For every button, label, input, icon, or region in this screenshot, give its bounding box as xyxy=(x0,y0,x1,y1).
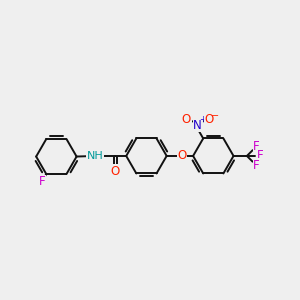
Text: N: N xyxy=(193,119,202,132)
Text: O: O xyxy=(178,149,187,162)
Text: F: F xyxy=(257,149,264,162)
Text: F: F xyxy=(253,159,260,172)
Text: O: O xyxy=(182,113,191,126)
Text: +: + xyxy=(200,116,206,124)
Text: F: F xyxy=(38,176,45,188)
Text: F: F xyxy=(253,140,260,153)
Text: O: O xyxy=(204,113,214,126)
Text: NH: NH xyxy=(87,151,103,161)
Text: −: − xyxy=(212,111,220,121)
Text: O: O xyxy=(111,165,120,178)
